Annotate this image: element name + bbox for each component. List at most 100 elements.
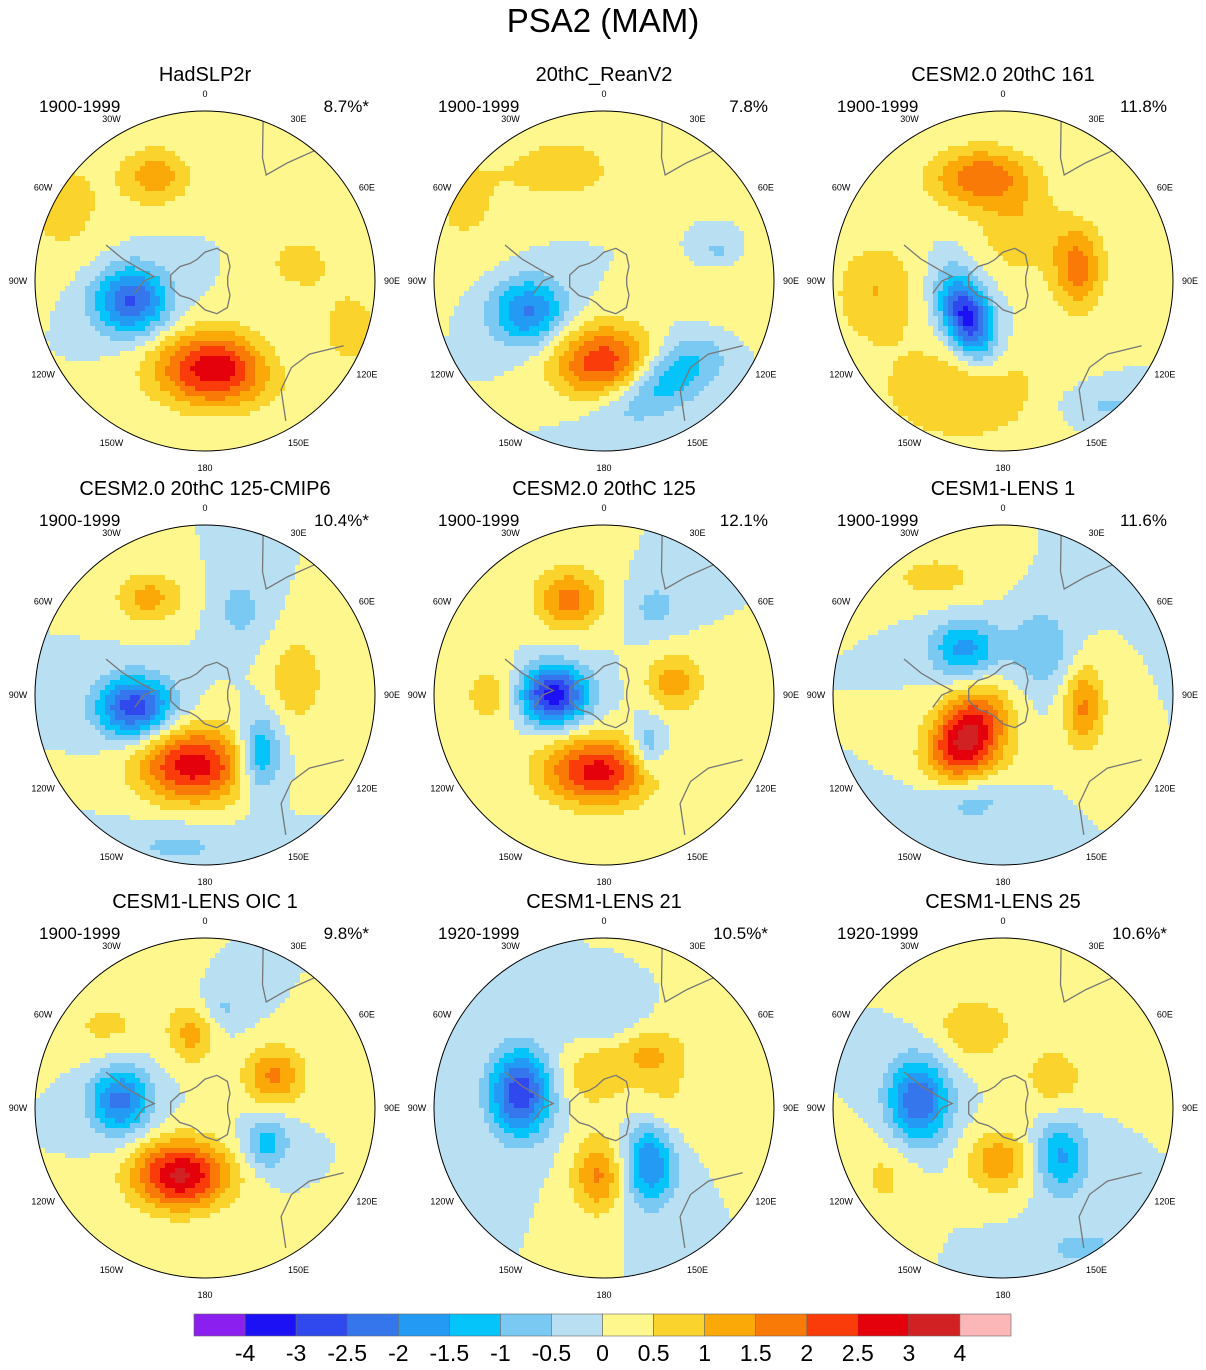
longitude-label: 120W (829, 784, 853, 794)
africa-outline (1059, 121, 1113, 177)
longitude-label: 150E (687, 852, 708, 862)
panel-title: CESM2.0 20thC 161 (803, 64, 1203, 87)
colorbar-label: -1.5 (429, 1340, 469, 1367)
longitude-label: 120W (31, 1197, 55, 1207)
antarctica-outline (968, 661, 1029, 729)
longitude-label: 90E (783, 276, 799, 286)
longitude-label: 90W (807, 690, 826, 700)
longitude-label: 90E (1182, 276, 1198, 286)
panel-title: CESM2.0 20thC 125 (404, 478, 804, 501)
map-border (832, 110, 1174, 452)
longitude-label: 60E (359, 183, 375, 193)
longitude-label: 0 (601, 916, 606, 926)
longitude-label: 0 (1000, 916, 1005, 926)
antarctica-outline (968, 1074, 1029, 1142)
longitude-label: 90E (783, 690, 799, 700)
polar-map: 0 30E 60E 90E 120E 150E 180 150W 120W 90W 60W 30W (9, 503, 400, 887)
colorbar-label: 1.5 (740, 1340, 772, 1367)
longitude-label: 120E (755, 784, 776, 794)
colorbar-swatch (500, 1313, 552, 1337)
longitude-label: 120E (356, 1197, 377, 1207)
longitude-label: 120E (1154, 784, 1175, 794)
panel-title: 20thC_ReanV2 (404, 64, 804, 87)
longitude-label: 30E (290, 114, 306, 124)
antarctica-outline (170, 1074, 231, 1142)
panel-title: CESM1-LENS OIC 1 (5, 891, 405, 914)
panel-title: CESM2.0 20thC 125-CMIP6 (5, 478, 405, 501)
panel-title: CESM1-LENS 21 (404, 891, 804, 914)
longitude-label: 60W (34, 183, 53, 193)
longitude-label: 30E (689, 941, 705, 951)
longitude-label: 0 (1000, 503, 1005, 513)
panel-period: 1920-1999 (837, 924, 918, 944)
longitude-label: 60E (1157, 597, 1173, 607)
south-america-outline (504, 1071, 555, 1121)
panel-period: 1900-1999 (837, 97, 918, 117)
panel-variance-percent: 8.7%* (324, 97, 369, 117)
south-america-outline (504, 244, 555, 294)
longitude-label: 120W (829, 370, 853, 380)
longitude-label: 150E (288, 852, 309, 862)
map-panel: CESM2.0 20thC 161 1900-1999 11.8% 0 30E 60E 90… (803, 64, 1203, 474)
longitude-label: 150W (100, 1265, 124, 1275)
longitude-label: 60E (1157, 1010, 1173, 1020)
longitude-label: 150E (288, 1265, 309, 1275)
map-border (34, 937, 376, 1279)
africa-outline (1059, 948, 1113, 1004)
longitude-label: 120W (430, 1197, 454, 1207)
panel-variance-percent: 9.8%* (324, 924, 369, 944)
antarctica-outline (170, 247, 231, 315)
panel-variance-percent: 11.8% (1120, 97, 1167, 117)
panel-variance-percent: 10.4%* (314, 511, 369, 531)
polar-map: 0 30E 60E 90E 120E 150E 180 150W 120W 90W 60W 30W (408, 916, 799, 1300)
coastlines (504, 535, 743, 835)
longitude-label: 60E (1157, 183, 1173, 193)
colorbar-swatch (857, 1313, 910, 1337)
longitude-label: 180 (995, 463, 1010, 473)
longitude-label: 150W (499, 438, 523, 448)
main-title: PSA2 (MAM) (0, 2, 1206, 40)
colorbar-swatch (755, 1313, 808, 1337)
panel-title: HadSLP2r (5, 64, 405, 87)
panel-period: 1900-1999 (837, 511, 918, 531)
longitude-label: 180 (197, 1290, 212, 1300)
longitude-label: 30E (1088, 114, 1104, 124)
colorbar-label: 0.5 (638, 1340, 670, 1367)
longitude-label: 60W (832, 183, 851, 193)
longitude-label: 150E (288, 438, 309, 448)
longitude-label: 30E (1088, 528, 1104, 538)
australia-outline (1078, 1172, 1142, 1248)
longitude-label: 90E (384, 690, 400, 700)
longitude-label: 120W (430, 784, 454, 794)
coastlines (105, 535, 344, 835)
colorbar-label: 2.5 (842, 1340, 874, 1367)
australia-outline (679, 345, 743, 421)
map-border (433, 110, 775, 452)
south-america-outline (105, 1071, 156, 1121)
longitude-label: 180 (197, 877, 212, 887)
map-panel: CESM1-LENS OIC 1 1900-1999 9.8%* 0 30E 60E 90E… (5, 891, 405, 1301)
longitude-label: 60E (758, 1010, 774, 1020)
longitude-label: 120E (356, 370, 377, 380)
longitude-label: 60E (359, 597, 375, 607)
antarctica-outline (569, 247, 630, 315)
panel-title: CESM1-LENS 25 (803, 891, 1203, 914)
longitude-label: 30E (1088, 941, 1104, 951)
longitude-label: 120E (755, 370, 776, 380)
australia-outline (1078, 759, 1142, 835)
south-america-outline (105, 244, 156, 294)
coastlines (903, 121, 1142, 421)
longitude-label: 30W (900, 528, 919, 538)
longitude-label: 90W (9, 276, 28, 286)
polar-map: 0 30E 60E 90E 120E 150E 180 150W 120W 90W 60W 30W (9, 89, 400, 473)
longitude-label: 120W (31, 370, 55, 380)
panel-variance-percent: 10.6%* (1112, 924, 1167, 944)
colorbar-label: -4 (235, 1340, 255, 1367)
africa-outline (660, 535, 714, 591)
longitude-label: 60W (433, 183, 452, 193)
longitude-label: 30W (102, 941, 121, 951)
longitude-label: 60E (758, 597, 774, 607)
longitude-label: 150W (898, 1265, 922, 1275)
longitude-label: 90W (9, 1103, 28, 1113)
polar-map: 0 30E 60E 90E 120E 150E 180 150W 120W 90W 60W 30W (9, 916, 400, 1300)
